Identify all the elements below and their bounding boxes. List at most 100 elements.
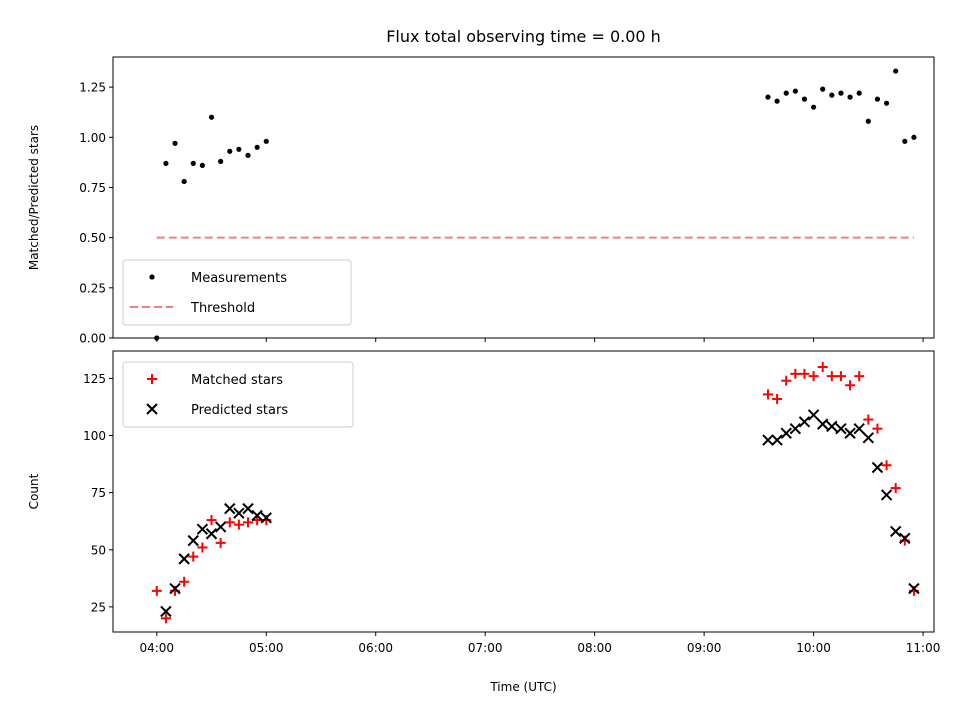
matched-star-point bbox=[872, 423, 883, 434]
y-tick-label: 25 bbox=[91, 600, 106, 614]
x-b bbox=[251, 509, 263, 522]
predicted-star-point bbox=[780, 427, 792, 439]
predicted-star-point bbox=[889, 525, 902, 538]
chart-title: Flux total observing time = 0.00 h bbox=[386, 27, 661, 46]
x-b bbox=[771, 434, 783, 446]
y-tick-label: 1.25 bbox=[79, 81, 106, 95]
x-b bbox=[242, 502, 254, 515]
predicted-star-point bbox=[233, 507, 245, 519]
measurement-point bbox=[181, 178, 187, 185]
measurement-point bbox=[783, 90, 789, 96]
measurement-point bbox=[893, 68, 899, 74]
measurement-point bbox=[865, 118, 871, 124]
x-b bbox=[224, 502, 236, 515]
y-axis-label: Count bbox=[27, 473, 41, 509]
predicted-star-point bbox=[853, 422, 865, 435]
predicted-star-point bbox=[224, 502, 236, 515]
predicted-star-point bbox=[835, 422, 847, 435]
legend-label: Predicted stars bbox=[191, 403, 288, 418]
panel-2-frame bbox=[112, 350, 935, 633]
x-tick-label: 05:00 bbox=[249, 641, 284, 655]
measurement-point bbox=[190, 160, 196, 166]
y-tick-label: 50 bbox=[91, 543, 106, 557]
measurement-point bbox=[874, 96, 881, 102]
y-tick-label: 0.00 bbox=[79, 332, 106, 346]
x-b bbox=[762, 434, 774, 446]
measurement-point bbox=[218, 158, 224, 164]
predicted-star-point bbox=[260, 512, 272, 524]
predicted-star-point bbox=[762, 434, 774, 446]
x-b bbox=[214, 521, 227, 533]
measurement-point bbox=[829, 92, 835, 98]
x-tick-label: 06:00 bbox=[358, 641, 393, 655]
x-b bbox=[196, 523, 209, 535]
x-b bbox=[908, 582, 920, 595]
predicted-star-point bbox=[899, 532, 911, 545]
matched-star-point bbox=[826, 371, 837, 382]
measurement-point bbox=[263, 138, 269, 144]
measurement-point bbox=[208, 114, 215, 120]
matched-star-point bbox=[863, 414, 874, 425]
predicted-star-point bbox=[807, 409, 820, 421]
measurement-point bbox=[199, 162, 205, 168]
legend-label: Matched stars bbox=[191, 373, 283, 388]
x-tick-label: 04:00 bbox=[139, 641, 174, 655]
matched-star-point bbox=[197, 542, 208, 553]
x-b bbox=[178, 553, 190, 565]
matched-star-point bbox=[215, 537, 226, 548]
predicted-star-point bbox=[242, 502, 254, 515]
matched-star-point bbox=[854, 371, 865, 382]
x-tick-label: 08:00 bbox=[577, 641, 612, 655]
y-tick-label: 0.75 bbox=[79, 181, 106, 195]
matched-star-point bbox=[790, 368, 801, 379]
measurement-point bbox=[856, 90, 862, 96]
y-tick-label: 125 bbox=[83, 372, 106, 386]
legend-label: Threshold bbox=[190, 301, 255, 316]
measurement-point bbox=[838, 90, 844, 96]
matched-star-point bbox=[799, 368, 810, 379]
x-b bbox=[817, 418, 829, 430]
x-axis-label: Time (UTC) bbox=[489, 680, 556, 694]
x-b bbox=[862, 432, 875, 444]
matched-star-point bbox=[188, 551, 199, 562]
measurement-point bbox=[236, 146, 242, 152]
measurement-point bbox=[847, 94, 853, 100]
x-b bbox=[835, 422, 847, 435]
x-b bbox=[780, 427, 792, 439]
matched-star-point bbox=[890, 483, 901, 494]
x-tick-label: 09:00 bbox=[687, 641, 722, 655]
predicted-star-point bbox=[826, 420, 838, 433]
x-b bbox=[853, 422, 865, 435]
predicted-star-point bbox=[205, 528, 218, 540]
matched-star-point bbox=[151, 585, 162, 596]
measurement-point bbox=[227, 148, 233, 154]
measurement-point bbox=[163, 160, 169, 166]
matched-star-point bbox=[808, 371, 819, 382]
legend-box bbox=[122, 361, 354, 428]
x-b bbox=[826, 420, 838, 433]
x-tick-label: 10:00 bbox=[796, 641, 831, 655]
legend-label: Measurements bbox=[191, 271, 287, 286]
x-b bbox=[187, 534, 199, 547]
y-tick-label: 0.25 bbox=[79, 281, 106, 295]
measurement-point bbox=[154, 335, 160, 341]
x-b bbox=[233, 507, 245, 519]
matched-star-point bbox=[233, 519, 244, 530]
matched-star-point bbox=[781, 375, 792, 386]
measurement-point bbox=[765, 94, 771, 100]
x-b bbox=[871, 461, 884, 474]
matched-star-point bbox=[206, 515, 217, 526]
predicted-star-point bbox=[862, 432, 875, 444]
x-b bbox=[899, 532, 911, 545]
x-b bbox=[169, 582, 181, 595]
legend-box bbox=[122, 259, 352, 326]
predicted-star-point bbox=[160, 605, 172, 618]
measurement-point bbox=[172, 140, 178, 146]
x-b bbox=[889, 525, 902, 538]
predicted-star-point bbox=[871, 461, 884, 474]
measurement-point bbox=[883, 100, 890, 106]
x-b bbox=[807, 409, 820, 421]
matched-star-point bbox=[835, 371, 846, 382]
measurement-point bbox=[902, 138, 908, 144]
